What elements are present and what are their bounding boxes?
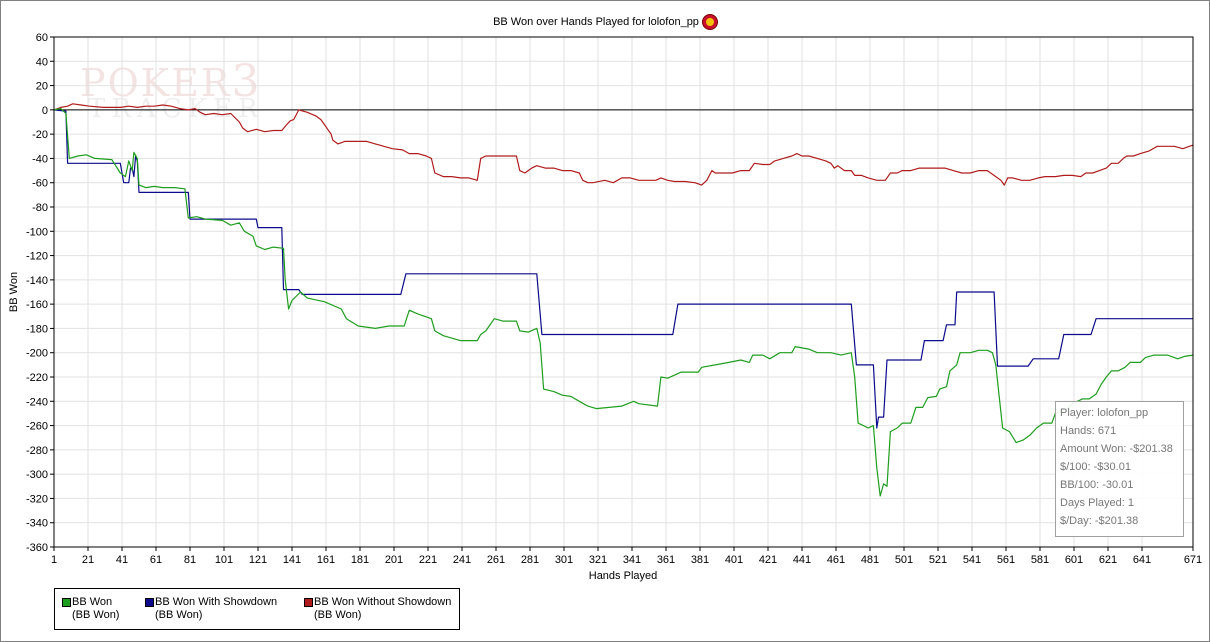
y-axis-title: BB Won: [8, 272, 20, 312]
y-tick-label: 0: [42, 105, 48, 117]
x-tick-label: 281: [521, 554, 539, 566]
legend-entry-bb-won-without-showdown: BB Won Without Showdown (BB Won): [304, 596, 451, 622]
x-tick-label: 421: [759, 554, 777, 566]
x-tick-label: 21: [82, 554, 94, 566]
y-tick-label: -340: [26, 518, 48, 530]
y-tick-label: -280: [26, 445, 48, 457]
stat-hands: Hands: 671: [1060, 425, 1117, 437]
legend-label: BB Won: [72, 596, 113, 608]
series-line-bb-won-with-showdown: [53, 109, 1193, 429]
legend-entry-bb-won: BB Won (BB Won): [62, 596, 119, 622]
x-tick-label: 261: [487, 554, 505, 566]
y-tick-label: -140: [26, 275, 48, 287]
stat-amount-won: Amount Won: -$201.38: [1060, 443, 1173, 455]
x-tick-label: 41: [116, 554, 128, 566]
legend-sublabel: (BB Won): [72, 609, 120, 621]
poker-chip-icon: [702, 14, 718, 30]
x-tick-label: 561: [997, 554, 1015, 566]
x-tick-label: 541: [963, 554, 981, 566]
legend-entry-bb-won-with-showdown: BB Won With Showdown (BB Won): [145, 596, 277, 622]
y-axis-ticks: 60 40 20 0 -20 -40 -60 -80 -100 -120 -140 -160 -180 -…: [26, 32, 54, 554]
x-tick-label: 621: [1099, 554, 1117, 566]
legend-label: BB Won With Showdown: [155, 596, 278, 608]
y-tick-label: 20: [36, 81, 48, 93]
x-tick-label: 1: [51, 554, 57, 566]
y-tick-label: -320: [26, 493, 48, 505]
x-tick-label: 641: [1133, 554, 1151, 566]
x-tick-label: 241: [453, 554, 471, 566]
x-tick-label: 181: [351, 554, 369, 566]
x-tick-label: 401: [725, 554, 743, 566]
grid: [53, 36, 1194, 548]
y-tick-label: -360: [26, 542, 48, 554]
x-tick-label: 501: [895, 554, 913, 566]
legend-swatch-no-showdown: [304, 598, 313, 607]
x-tick-label: 301: [555, 554, 573, 566]
legend-sublabel: (BB Won): [314, 609, 362, 621]
y-tick-label: -180: [26, 323, 48, 335]
x-tick-label: 461: [827, 554, 845, 566]
y-tick-label: -80: [32, 202, 48, 214]
x-tick-label: 321: [589, 554, 607, 566]
stat-dollars-per-100: $/100: -$30.01: [1060, 461, 1131, 473]
y-tick-label: 60: [36, 32, 48, 44]
series-lines: [53, 103, 1194, 497]
stat-bb-per-100: BB/100: -30.01: [1060, 479, 1134, 491]
y-tick-label: -120: [26, 251, 48, 263]
y-tick-label: -240: [26, 396, 48, 408]
x-tick-label: 601: [1065, 554, 1083, 566]
y-tick-label: -160: [26, 299, 48, 311]
x-tick-label: 671: [1184, 554, 1202, 566]
x-tick-label: 101: [215, 554, 233, 566]
x-tick-label: 581: [1031, 554, 1049, 566]
y-tick-label: -220: [26, 372, 48, 384]
x-axis-title: Hands Played: [589, 570, 658, 582]
chart-legend: BB Won (BB Won) BB Won With Showdown (BB…: [54, 588, 460, 630]
legend-swatch-bb-won: [62, 598, 71, 607]
y-tick-label: -20: [32, 129, 48, 141]
player-stats-box: Player: lolofon_pp Hands: 671 Amount Won…: [1055, 401, 1184, 537]
chart-title: BB Won over Hands Played for lolofon_pp: [493, 16, 699, 28]
y-tick-label: 40: [36, 56, 48, 68]
x-tick-label: 141: [283, 554, 301, 566]
x-tick-label: 361: [657, 554, 675, 566]
x-tick-label: 161: [317, 554, 335, 566]
x-tick-label: 61: [150, 554, 162, 566]
series-line-bb-won-without-showdown: [53, 103, 1194, 186]
stat-player: Player: lolofon_pp: [1060, 407, 1149, 419]
legend-sublabel: (BB Won): [155, 609, 203, 621]
y-tick-label: -200: [26, 348, 48, 360]
stat-dollars-per-day: $/Day: -$201.38: [1060, 515, 1139, 527]
y-tick-label: -300: [26, 469, 48, 481]
x-tick-label: 201: [385, 554, 403, 566]
y-tick-label: -260: [26, 421, 48, 433]
x-axis-ticks: 1 21 41 61 81 101 121 141 161 181 201 221 241 261 281 3…: [51, 547, 1202, 566]
x-tick-label: 481: [861, 554, 879, 566]
y-tick-label: -40: [32, 153, 48, 165]
x-tick-label: 521: [929, 554, 947, 566]
legend-label: BB Won Without Showdown: [314, 596, 452, 608]
series-line-bb-won: [53, 107, 1194, 497]
x-tick-label: 381: [691, 554, 709, 566]
x-tick-label: 81: [184, 554, 196, 566]
stat-days-played: Days Played: 1: [1060, 497, 1134, 509]
y-tick-label: -100: [26, 226, 48, 238]
y-tick-label: -60: [32, 178, 48, 190]
legend-swatch-showdown: [145, 598, 154, 607]
plot-area-border: [53, 36, 1194, 548]
x-tick-label: 221: [419, 554, 437, 566]
x-tick-label: 341: [623, 554, 641, 566]
x-tick-label: 441: [793, 554, 811, 566]
x-tick-label: 121: [249, 554, 267, 566]
